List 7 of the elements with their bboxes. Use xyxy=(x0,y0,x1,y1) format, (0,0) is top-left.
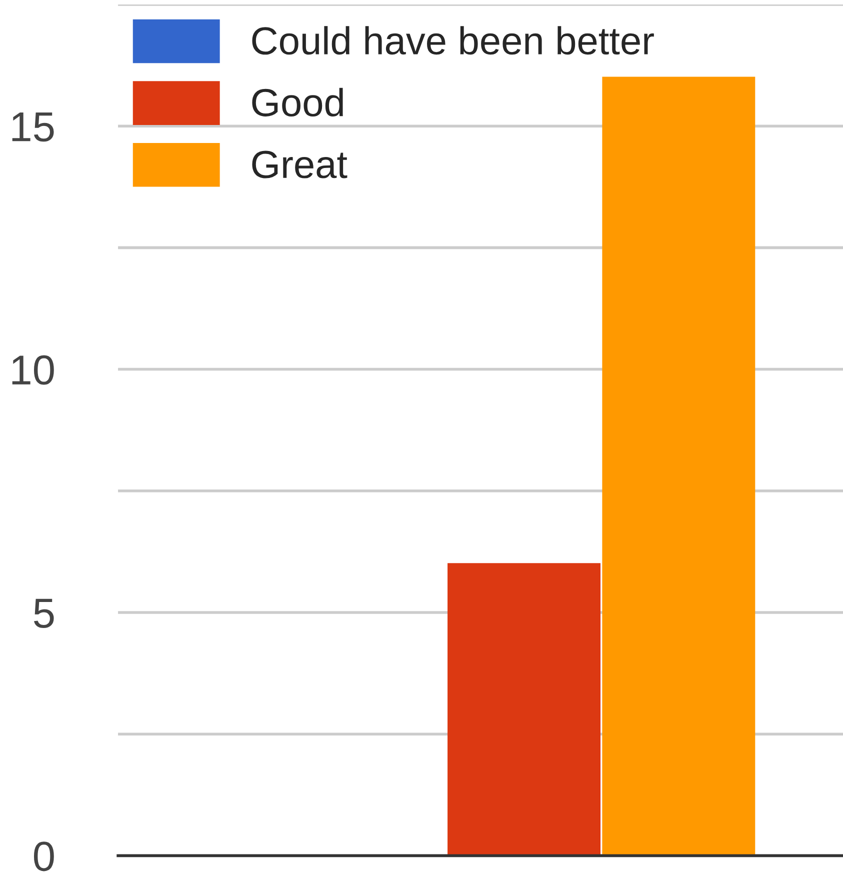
y-tick-label: 15 xyxy=(12,112,54,142)
legend-label: Great xyxy=(252,150,348,178)
legend-label: Good xyxy=(252,88,343,116)
y-tick-label: 10 xyxy=(12,355,54,385)
y-tick-label: 5 xyxy=(34,598,54,628)
y-tick-label: 0 xyxy=(34,842,54,872)
legend-label: Could have been better xyxy=(252,26,654,55)
